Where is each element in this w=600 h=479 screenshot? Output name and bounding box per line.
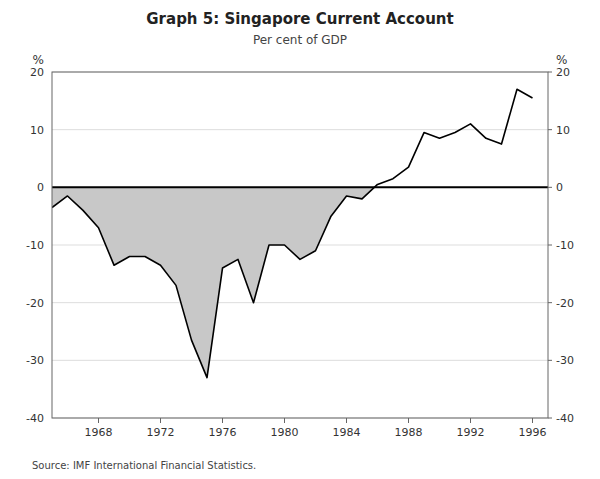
y-tick-label: 10 bbox=[30, 124, 44, 137]
grid-line bbox=[52, 302, 548, 303]
y-axis-label: % bbox=[33, 53, 44, 67]
y2-tick bbox=[548, 302, 552, 303]
x-tick-label: 1992 bbox=[457, 426, 485, 439]
x-tick-label: 1972 bbox=[147, 426, 175, 439]
x-tick bbox=[160, 418, 161, 423]
y2-tick-label: -20 bbox=[556, 297, 574, 310]
y2-tick bbox=[548, 245, 552, 246]
x-tick-label: 1988 bbox=[395, 426, 423, 439]
x-tick-label: 1996 bbox=[519, 426, 547, 439]
y2-tick-label: -10 bbox=[556, 239, 574, 252]
grid-line bbox=[52, 187, 548, 188]
y-tick-label: -10 bbox=[26, 239, 44, 252]
x-tick-label: 1968 bbox=[85, 426, 113, 439]
y-tick-label: 0 bbox=[37, 181, 44, 194]
x-tick bbox=[532, 418, 533, 423]
y2-tick-label: 20 bbox=[556, 66, 570, 79]
y-tick-label: 20 bbox=[30, 66, 44, 79]
y2-tick-label: 10 bbox=[556, 124, 570, 137]
zero-line bbox=[52, 186, 548, 188]
x-tick-label: 1980 bbox=[271, 426, 299, 439]
chart: Graph 5: Singapore Current Account Per ce… bbox=[0, 0, 600, 479]
x-tick-label: 1976 bbox=[209, 426, 237, 439]
y-tick-label: -20 bbox=[26, 297, 44, 310]
y2-tick-label: -30 bbox=[556, 354, 574, 367]
negative-area bbox=[52, 187, 533, 377]
y2-tick bbox=[548, 418, 552, 419]
y2-tick bbox=[548, 129, 552, 130]
y2-tick-label: -40 bbox=[556, 412, 574, 425]
plot-area bbox=[52, 89, 548, 377]
x-tick bbox=[346, 418, 347, 423]
line bbox=[52, 89, 533, 377]
y-tick-label: -30 bbox=[26, 354, 44, 367]
y2-tick-label: 0 bbox=[556, 181, 563, 194]
y2-axis-label: % bbox=[556, 53, 567, 67]
y-tick-label: -40 bbox=[26, 412, 44, 425]
plot-frame bbox=[52, 72, 548, 418]
title: Graph 5: Singapore Current Account bbox=[146, 10, 453, 28]
x-tick bbox=[470, 418, 471, 423]
grid bbox=[52, 72, 548, 418]
x-tick bbox=[284, 418, 285, 423]
source-note: Source: IMF International Financial Stat… bbox=[32, 460, 256, 471]
x-tick bbox=[98, 418, 99, 423]
grid-line bbox=[52, 360, 548, 361]
y2-tick bbox=[548, 360, 552, 361]
y2-tick bbox=[548, 72, 552, 73]
x-tick bbox=[222, 418, 223, 423]
grid-line bbox=[52, 129, 548, 130]
x-tick bbox=[408, 418, 409, 423]
y2-tick bbox=[548, 187, 552, 188]
subtitle: Per cent of GDP bbox=[253, 33, 347, 47]
x-tick-label: 1984 bbox=[333, 426, 361, 439]
